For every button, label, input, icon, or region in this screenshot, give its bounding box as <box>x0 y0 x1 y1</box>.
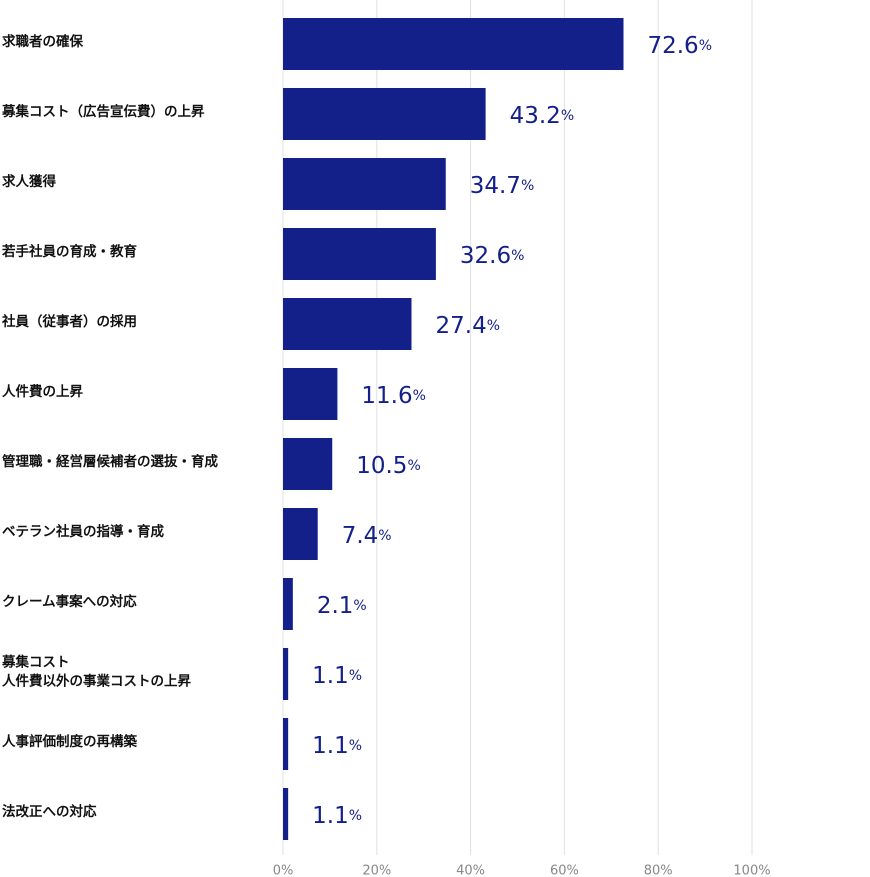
bar <box>283 88 486 140</box>
category-line: 人件費の上昇 <box>2 383 83 400</box>
value-number: 1.1 <box>312 733 349 759</box>
category-label: 管理職・経営層候補者の選抜・育成 <box>2 453 218 470</box>
category-label: 社員（従事者）の採用 <box>1 313 137 330</box>
category-line: 人件費以外の事業コストの上昇 <box>2 673 191 690</box>
x-tick-label: 20% <box>362 864 391 877</box>
value-number: 11.6 <box>361 383 412 409</box>
category-label: 法改正への対応 <box>2 803 97 820</box>
value-unit: % <box>511 248 524 264</box>
bar <box>283 648 289 700</box>
category-line: 法改正への対応 <box>2 803 97 820</box>
value-number: 43.2 <box>510 103 561 129</box>
category-line: 人事評価制度の再構築 <box>2 733 137 750</box>
x-tick-label: 0% <box>273 864 294 877</box>
category-label: ベテラン社員の指導・育成 <box>2 523 164 540</box>
value-unit: % <box>353 598 366 614</box>
value-unit: % <box>407 458 420 474</box>
value-number: 72.6 <box>647 33 698 59</box>
value-label: 11.6% <box>361 383 426 409</box>
category-label: 募集コスト（広告宣伝費）の上昇 <box>1 103 205 120</box>
category-line: 求職者の確保 <box>2 33 83 50</box>
value-label: 1.1% <box>312 663 362 689</box>
category-line: 募集コスト <box>1 654 70 671</box>
value-label: 72.6% <box>647 33 712 59</box>
value-unit: % <box>487 318 500 334</box>
value-number: 1.1 <box>312 663 349 689</box>
category-label: 若手社員の育成・教育 <box>1 243 137 260</box>
bar <box>283 788 289 840</box>
category-line: 管理職・経営層候補者の選抜・育成 <box>2 453 218 470</box>
bar <box>283 228 436 280</box>
value-unit: % <box>521 178 534 194</box>
value-number: 10.5 <box>356 453 407 479</box>
value-label: 10.5% <box>356 453 421 479</box>
category-label: 人件費の上昇 <box>2 383 83 400</box>
value-unit: % <box>413 388 426 404</box>
category-label: 募集コスト人件費以外の事業コストの上昇 <box>1 654 191 690</box>
value-number: 7.4 <box>342 523 379 549</box>
value-label: 2.1% <box>317 593 367 619</box>
bar <box>283 18 624 70</box>
value-label: 1.1% <box>312 803 362 829</box>
bar <box>283 578 293 630</box>
value-number: 27.4 <box>436 313 487 339</box>
value-unit: % <box>699 38 712 54</box>
category-line: 社員（従事者）の採用 <box>1 313 137 330</box>
value-label: 27.4% <box>436 313 501 339</box>
category-line: 求人獲得 <box>2 173 56 190</box>
category-line: ベテラン社員の指導・育成 <box>2 523 164 540</box>
bar <box>283 438 333 490</box>
value-number: 32.6 <box>460 243 511 269</box>
value-label: 43.2% <box>510 103 575 129</box>
value-unit: % <box>561 108 574 124</box>
x-tick-label: 100% <box>733 864 770 877</box>
category-label: 求職者の確保 <box>2 33 83 50</box>
value-label: 7.4% <box>342 523 392 549</box>
category-label: クレーム事案への対応 <box>2 593 137 610</box>
category-line: 若手社員の育成・教育 <box>1 243 137 260</box>
bar <box>283 298 412 350</box>
value-number: 34.7 <box>470 173 521 199</box>
value-unit: % <box>349 738 362 754</box>
bar <box>283 718 289 770</box>
bar <box>283 158 446 210</box>
value-label: 32.6% <box>460 243 525 269</box>
x-tick-label: 80% <box>644 864 673 877</box>
value-label: 1.1% <box>312 733 362 759</box>
value-number: 1.1 <box>312 803 349 829</box>
value-unit: % <box>378 528 391 544</box>
category-label: 人事評価制度の再構築 <box>2 733 137 750</box>
bar <box>283 508 318 560</box>
category-label: 求人獲得 <box>2 173 56 190</box>
x-tick-label: 60% <box>550 864 579 877</box>
value-unit: % <box>349 668 362 684</box>
value-unit: % <box>349 808 362 824</box>
bar <box>283 368 338 420</box>
category-line: 募集コスト（広告宣伝費）の上昇 <box>1 103 205 120</box>
value-number: 2.1 <box>317 593 354 619</box>
category-line: クレーム事案への対応 <box>2 593 137 610</box>
x-tick-label: 40% <box>456 864 485 877</box>
value-label: 34.7% <box>470 173 535 199</box>
